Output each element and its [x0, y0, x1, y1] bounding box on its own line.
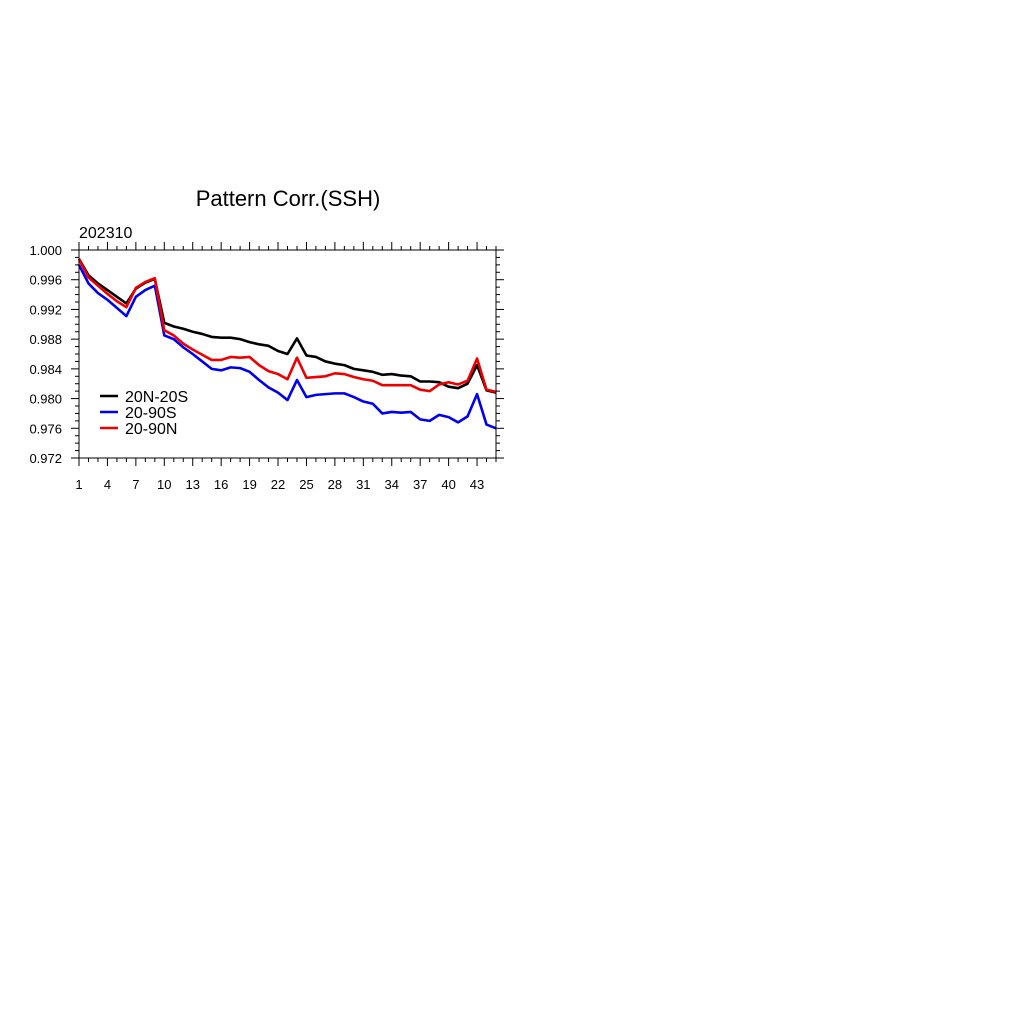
y-tick-label: 0.988: [29, 332, 62, 347]
chart-title: Pattern Corr.(SSH): [196, 186, 381, 211]
x-tick-label: 22: [271, 477, 285, 492]
legend-label: 20-90N: [125, 421, 177, 438]
x-tick-label: 1: [75, 477, 82, 492]
chart-subtitle: 202310: [79, 225, 132, 242]
x-tick-label: 28: [328, 477, 342, 492]
y-tick-label: 0.996: [29, 273, 62, 288]
legend-label: 20-90S: [125, 405, 177, 422]
y-tick-label: 0.972: [29, 451, 62, 466]
x-tick-labels: 1 4 7 10 13 16 19 22 25 28 31 34 37 40 43: [75, 477, 484, 492]
y-tick-labels: 0.972 0.976 0.980 0.984 0.988 0.992 0.996 1.000: [29, 243, 62, 466]
series-layer: [77, 258, 497, 430]
x-tick-label: 34: [385, 477, 399, 492]
series-line-3: [77, 258, 497, 394]
x-tick-label: 4: [104, 477, 111, 492]
x-tick-label: 7: [132, 477, 139, 492]
x-tick-label: 37: [413, 477, 427, 492]
y-tick-label: 0.976: [29, 421, 62, 436]
series-line-1: [77, 258, 497, 394]
y-tick-label: 0.984: [29, 362, 62, 377]
legend-label: 20N-20S: [125, 389, 188, 406]
series-line-2: [77, 264, 497, 430]
x-tick-label: 13: [185, 477, 199, 492]
x-tick-label: 16: [214, 477, 228, 492]
y-tick-label: 0.980: [29, 392, 62, 407]
x-tick-label: 10: [157, 477, 171, 492]
plot-frame: [78, 249, 497, 459]
x-tick-label: 19: [242, 477, 256, 492]
x-tick-label: 43: [470, 477, 484, 492]
axis-ticks: [71, 242, 504, 466]
y-tick-label: 1.000: [29, 243, 62, 258]
y-tick-label: 0.992: [29, 302, 62, 317]
x-tick-label: 25: [299, 477, 313, 492]
x-tick-label: 40: [441, 477, 455, 492]
x-tick-label: 31: [356, 477, 370, 492]
